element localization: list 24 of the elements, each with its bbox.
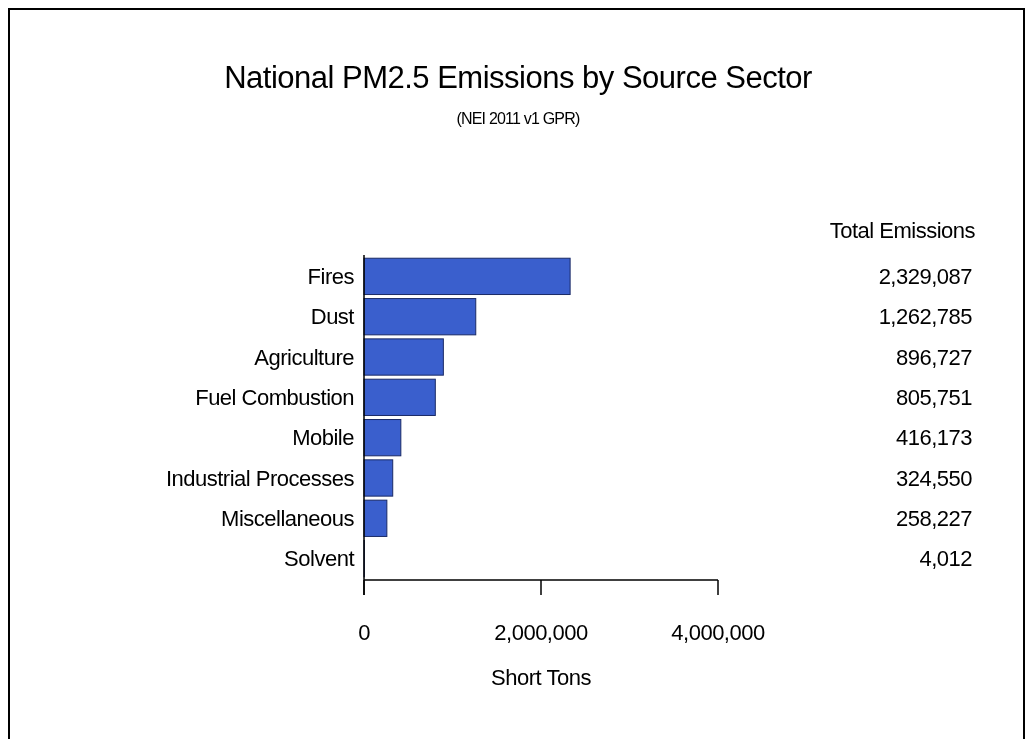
y-tick-label: Fires	[307, 264, 355, 290]
data-label: 258,227	[895, 506, 973, 532]
y-tick-label: Industrial Processes	[165, 465, 355, 491]
data-label: 1,262,785	[878, 304, 973, 330]
x-tick-label: 2,000,000	[494, 620, 588, 645]
y-tick-label: Dust	[310, 304, 355, 330]
y-tick-label: Mobile	[292, 425, 355, 451]
data-label: 416,173	[895, 425, 973, 451]
frame-border: National PM2.5 Emissions by Source Sector (NEI 2011 v1 GPR) Total Emissions Fires Dust Agriculture Fuel Combustion Mobile Industrial Processes Miscellaneous Solvent 2,329,087 1,262,785 896,727 805,751 416,173 324,550 258,227 4,012 0 2,000,000 4,000,000 Short Tons	[8, 8, 1025, 739]
data-label: 896,727	[895, 344, 973, 370]
y-tick-label: Agriculture	[254, 344, 355, 370]
text: Total Emissions	[829, 218, 976, 243]
x-tick-label: 4,000,000	[671, 620, 765, 645]
y-tick-label: Fuel Combustion	[195, 385, 354, 411]
data-label: 805,751	[895, 385, 973, 411]
data-label: 4,012	[919, 546, 973, 572]
chart-subtitle: (NEI 2011 v1 GPR)	[456, 110, 580, 127]
y-tick-label: Miscellaneous	[221, 506, 355, 532]
data-label: 324,550	[895, 465, 973, 491]
chart-title: National PM2.5 Emissions by Source Sector	[224, 60, 813, 95]
data-label: 2,329,087	[878, 264, 973, 290]
y-tick-label: Solvent	[284, 546, 355, 572]
x-tick-label: 0	[358, 620, 371, 645]
x-axis-title: Short Tons	[491, 665, 592, 690]
